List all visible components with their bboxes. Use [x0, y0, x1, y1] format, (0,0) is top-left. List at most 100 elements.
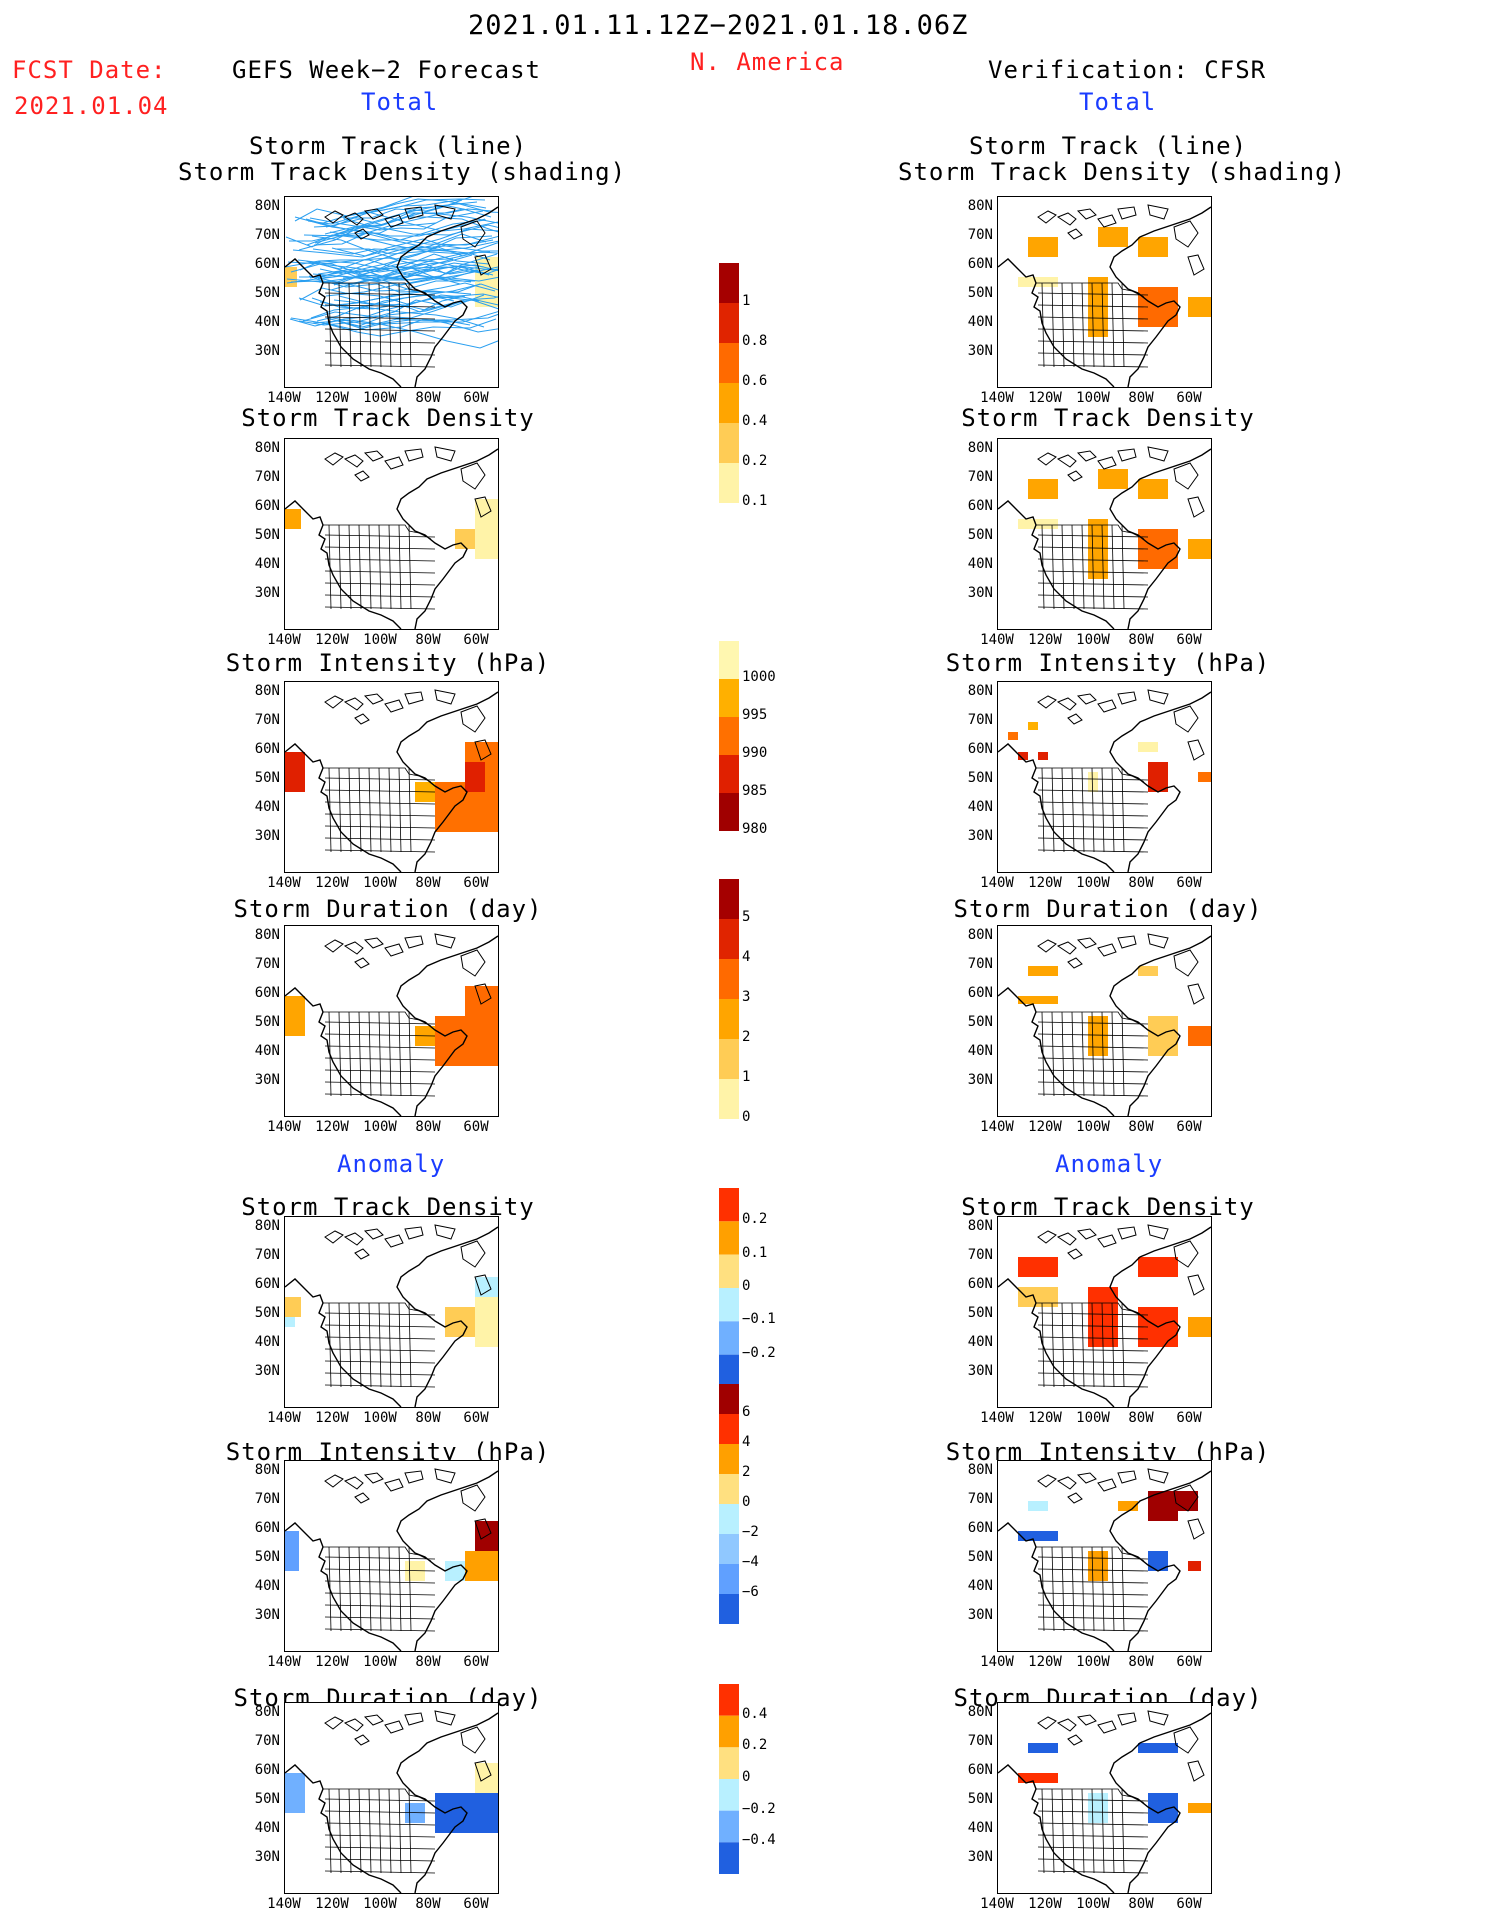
gefs-anom-intensity-map [284, 1460, 499, 1652]
lat-label: 40N [967, 556, 993, 572]
lat-label: 70N [254, 712, 280, 728]
lon-label: 120W [1028, 390, 1062, 406]
lat-label: 40N [254, 1334, 280, 1350]
lat-label: 30N [254, 343, 280, 359]
lat-label: 50N [967, 1549, 993, 1565]
lat-label: 50N [254, 1305, 280, 1321]
colorbar-label: 0 [742, 1769, 751, 1785]
lat-label: 30N [254, 1363, 280, 1379]
lat-label: 30N [967, 343, 993, 359]
gefs-anom-duration-map [284, 1702, 499, 1894]
colorbar-label: 1000 [742, 669, 776, 685]
lon-label: 80W [415, 1410, 441, 1426]
lat-label: 60N [967, 256, 993, 272]
gefs-intensity-map [284, 681, 499, 873]
lon-label: 60W [1176, 1896, 1202, 1912]
left-duration-title: Storm Duration (day) [233, 895, 543, 923]
lat-label: 30N [254, 1607, 280, 1623]
right-track-line-title: Storm Track (line) [968, 132, 1248, 160]
lat-label: 60N [254, 1520, 280, 1536]
lat-label: 50N [254, 527, 280, 543]
colorbar-segment [719, 1039, 739, 1079]
cfsr-anom-intensity-map-svg [998, 1468, 1211, 1651]
colorbar-segment [719, 1504, 739, 1534]
lon-label: 140W [980, 1654, 1014, 1670]
left-track-line-title: Storm Track (line) [248, 132, 528, 160]
lon-label: 100W [363, 1119, 397, 1135]
lon-label: 140W [980, 1119, 1014, 1135]
lon-label: 140W [980, 390, 1014, 406]
lat-label: 60N [254, 741, 280, 757]
coastline [998, 206, 1211, 387]
colorbar-segment [719, 919, 739, 959]
colorbar-label: 1 [742, 293, 751, 309]
colorbar-segment [719, 1564, 739, 1594]
coastline [998, 935, 1211, 1116]
lat-label: 80N [967, 198, 993, 214]
lat-label: 70N [967, 1491, 993, 1507]
lon-label: 80W [415, 875, 441, 891]
lat-label: 40N [967, 1820, 993, 1836]
colorbar-segment [719, 1842, 739, 1874]
left-intensity-title: Storm Intensity (hPa) [225, 649, 551, 677]
lat-label: 80N [967, 683, 993, 699]
lat-label: 50N [967, 527, 993, 543]
coastline [285, 1712, 498, 1893]
lon-label: 60W [1176, 875, 1202, 891]
colorbar-label: 990 [742, 745, 768, 761]
lon-label: 100W [363, 1410, 397, 1426]
colorbar-label: 985 [742, 783, 768, 799]
coastline [285, 448, 498, 629]
lat-label: 70N [254, 227, 280, 243]
gefs-density-map [284, 438, 499, 630]
colorbar-segment [719, 1354, 739, 1388]
lon-label: 60W [1176, 1410, 1202, 1426]
lat-label: 30N [967, 585, 993, 601]
lon-label: 140W [267, 1896, 301, 1912]
colorbar-segment [719, 463, 739, 503]
lon-label: 100W [363, 390, 397, 406]
colorbar-segment [719, 1810, 739, 1843]
lat-label: 60N [254, 985, 280, 1001]
lon-label: 60W [1176, 1654, 1202, 1670]
lat-label: 30N [254, 828, 280, 844]
lat-label: 50N [967, 1305, 993, 1321]
gefs-duration-map [284, 925, 499, 1117]
coastline [998, 448, 1211, 629]
lon-label: 80W [415, 632, 441, 648]
lat-label: 40N [967, 1578, 993, 1594]
lat-label: 80N [967, 927, 993, 943]
colorbar-segment [719, 1221, 739, 1255]
colorbar-label: 980 [742, 821, 768, 837]
lat-label: 50N [254, 1014, 280, 1030]
colorbar-label: 0 [742, 1494, 751, 1510]
colorbar-label: 0.1 [742, 1244, 768, 1261]
lat-label: 30N [967, 828, 993, 844]
right-duration-title: Storm Duration (day) [953, 895, 1263, 923]
lat-label: 60N [967, 741, 993, 757]
colorbar-label: −0.2 [742, 1344, 776, 1361]
lat-label: 40N [254, 314, 280, 330]
cfsr-duration-map [997, 925, 1212, 1117]
cfsr-density-map [997, 438, 1212, 630]
lon-label: 100W [1076, 875, 1110, 891]
lon-label: 80W [415, 1896, 441, 1912]
lat-label: 80N [967, 1462, 993, 1478]
colorbar-segment [719, 1254, 739, 1288]
colorbar-duration-total [718, 878, 740, 1124]
lon-label: 100W [1076, 1896, 1110, 1912]
lon-label: 60W [463, 390, 489, 406]
cfsr-anom-duration-map [997, 1702, 1212, 1894]
colorbar-intensity-total [718, 640, 740, 836]
lon-label: 140W [267, 632, 301, 648]
colorbar-segment [719, 959, 739, 999]
colorbar-label: −6 [742, 1584, 759, 1600]
lon-label: 120W [315, 1410, 349, 1426]
lat-label: 70N [254, 1247, 280, 1263]
lon-label: 120W [315, 1896, 349, 1912]
lat-label: 40N [967, 799, 993, 815]
lon-label: 100W [1076, 390, 1110, 406]
lat-label: 70N [254, 469, 280, 485]
colorbar-segment [719, 303, 739, 343]
lat-label: 50N [967, 1791, 993, 1807]
